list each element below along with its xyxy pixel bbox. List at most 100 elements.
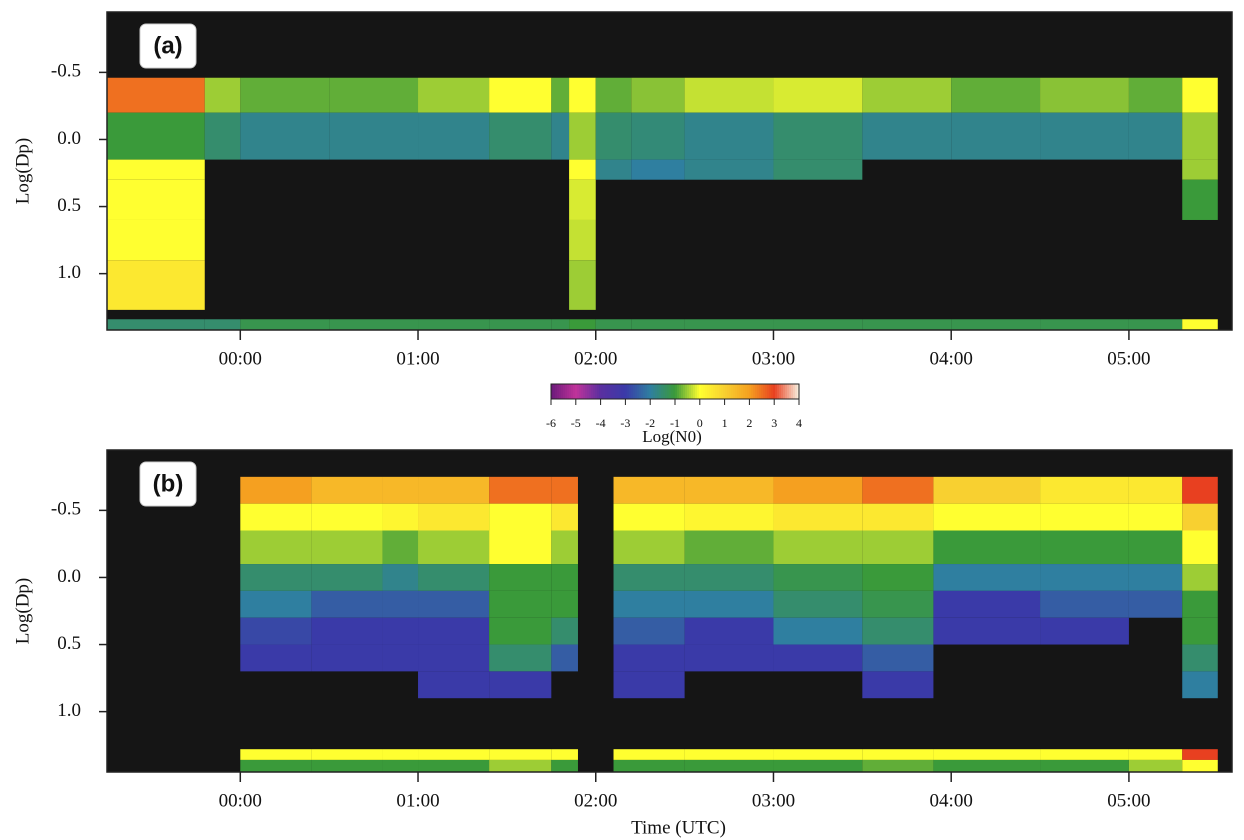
colorbar-swatch xyxy=(789,384,792,399)
colorbar-tick-label: -6 xyxy=(546,416,556,430)
heatmap-cell xyxy=(613,476,685,504)
colorbar-swatch xyxy=(571,384,574,399)
heatmap-cell xyxy=(1182,159,1218,180)
heatmap-cell xyxy=(595,77,632,113)
panel-label: (b) xyxy=(153,470,184,497)
colorbar-swatch xyxy=(779,384,782,399)
heatmap-cell xyxy=(1040,564,1129,591)
colorbar-swatch xyxy=(653,384,656,399)
colorbar-swatch xyxy=(731,384,734,399)
colorbar-swatch xyxy=(795,384,798,399)
colorbar-swatch xyxy=(741,384,744,399)
heatmap-cell xyxy=(551,319,570,330)
heatmap-cell xyxy=(1128,590,1183,618)
heatmap-cell xyxy=(1182,319,1218,330)
x-tick-label: 00:00 xyxy=(219,348,262,369)
colorbar-swatch xyxy=(553,384,556,399)
colorbar-swatch xyxy=(581,384,584,399)
colorbar-swatch xyxy=(677,384,680,399)
colorbar-tick-label: 1 xyxy=(722,416,728,430)
heatmap-cell xyxy=(862,319,952,330)
colorbar-swatch xyxy=(785,384,788,399)
y-tick-label: 0.0 xyxy=(57,566,81,587)
colorbar-tick-label: -4 xyxy=(596,416,606,430)
colorbar-tick-label: -1 xyxy=(670,416,680,430)
heatmap-cell xyxy=(551,564,578,591)
heatmap-cell xyxy=(107,319,205,330)
colorbar-swatch xyxy=(763,384,766,399)
heatmap-cell xyxy=(862,671,934,699)
heatmap-cell xyxy=(1182,749,1218,760)
colorbar-swatch xyxy=(643,384,646,399)
colorbar-swatch xyxy=(559,384,562,399)
colorbar-tick-label: -3 xyxy=(620,416,630,430)
heatmap-cell xyxy=(329,319,419,330)
colorbar-swatch xyxy=(599,384,602,399)
heatmap-cell xyxy=(329,77,419,113)
colorbar-swatch xyxy=(711,384,714,399)
colorbar-swatch xyxy=(707,384,710,399)
heatmap-cell xyxy=(240,617,312,645)
heatmap-cell xyxy=(240,759,312,772)
colorbar-swatch xyxy=(695,384,698,399)
heatmap-cell xyxy=(489,503,552,531)
colorbar-swatch xyxy=(797,384,800,399)
heatmap-cell xyxy=(311,503,383,531)
y-tick-label: -0.5 xyxy=(51,499,81,520)
heatmap-cell xyxy=(933,749,1041,760)
heatmap-cell xyxy=(489,112,552,160)
colorbar-swatch xyxy=(701,384,704,399)
heatmap-cell xyxy=(551,476,578,504)
heatmap-cell xyxy=(1040,112,1129,160)
heatmap-cell xyxy=(613,759,685,772)
heatmap-cell xyxy=(551,644,578,672)
colorbar-swatch xyxy=(621,384,624,399)
heatmap-cell xyxy=(862,77,952,113)
colorbar-swatch xyxy=(567,384,570,399)
colorbar-swatch xyxy=(757,384,760,399)
heatmap-cell xyxy=(862,644,934,672)
heatmap-cell xyxy=(933,476,1041,504)
colorbar-swatch xyxy=(575,384,578,399)
colorbar-swatch xyxy=(625,384,628,399)
heatmap-cell xyxy=(311,749,383,760)
heatmap-cell xyxy=(613,749,685,760)
heatmap-cell xyxy=(862,590,934,618)
x-tick-label: 03:00 xyxy=(752,348,795,369)
colorbar-swatch xyxy=(683,384,686,399)
colorbar-swatch xyxy=(659,384,662,399)
heatmap-cell xyxy=(684,617,774,645)
colorbar-swatch xyxy=(771,384,774,399)
heatmap-cell xyxy=(1128,759,1183,772)
colorbar-swatch xyxy=(759,384,762,399)
heatmap-cell xyxy=(418,644,490,672)
heatmap-cell xyxy=(551,617,578,645)
heatmap-cell xyxy=(418,503,490,531)
colorbar-swatch xyxy=(755,384,758,399)
heatmap-cell xyxy=(773,112,863,160)
heatmap-cell xyxy=(1128,530,1183,565)
colorbar-swatch xyxy=(613,384,616,399)
colorbar-swatch xyxy=(585,384,588,399)
heatmap-cell xyxy=(240,564,312,591)
colorbar-swatch xyxy=(715,384,718,399)
heatmap-cell xyxy=(240,503,312,531)
heatmap-cell xyxy=(551,112,570,160)
heatmap-cell xyxy=(382,530,419,565)
heatmap-cell xyxy=(1182,759,1218,772)
heatmap-cell xyxy=(684,590,774,618)
heatmap-cell xyxy=(382,644,419,672)
y-axis-label: Log(Dp) xyxy=(12,138,33,204)
heatmap-cell xyxy=(1040,476,1129,504)
heatmap-cell xyxy=(773,759,863,772)
colorbar-swatch xyxy=(761,384,764,399)
heatmap-cell xyxy=(569,219,596,261)
heatmap-cell xyxy=(107,179,205,220)
colorbar-swatch xyxy=(727,384,730,399)
heatmap-cell xyxy=(684,319,774,330)
heatmap-cell xyxy=(489,749,552,760)
colorbar-swatch xyxy=(579,384,582,399)
heatmap-cell xyxy=(418,590,490,618)
heatmap-cell xyxy=(684,77,774,113)
